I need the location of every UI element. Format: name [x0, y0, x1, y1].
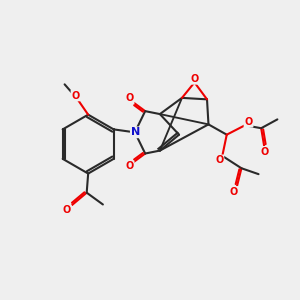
- Text: O: O: [244, 117, 253, 127]
- Text: O: O: [230, 187, 238, 197]
- Text: O: O: [71, 91, 80, 100]
- Text: O: O: [125, 94, 134, 103]
- Text: O: O: [190, 74, 199, 84]
- Text: O: O: [125, 161, 134, 171]
- Text: O: O: [215, 155, 224, 165]
- Text: N: N: [131, 127, 140, 137]
- Text: O: O: [63, 206, 71, 215]
- Text: O: O: [260, 147, 268, 157]
